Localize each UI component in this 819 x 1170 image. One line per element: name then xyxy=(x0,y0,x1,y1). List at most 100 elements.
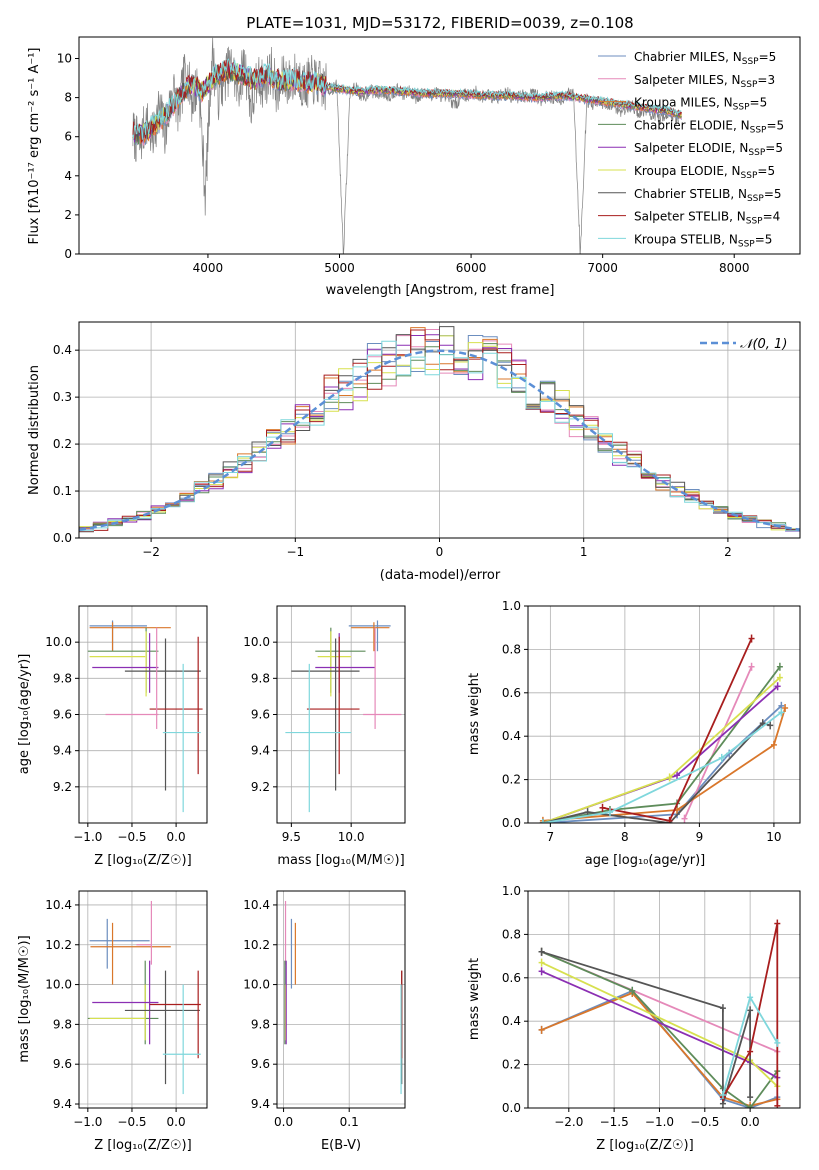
age-vs-z-xtick-label: −0.5 xyxy=(117,830,146,844)
massweight-vs-age-xtick-label: 10 xyxy=(766,830,781,844)
age-vs-z-ytick-label: 9.6 xyxy=(53,708,72,722)
massweight-vs-z-xtick-label: −1.5 xyxy=(600,1115,629,1129)
residuals-ytick-label: 0.4 xyxy=(53,343,72,357)
mass-vs-z-xlabel: Z [log₁₀(Z/Z☉)] xyxy=(94,1138,191,1153)
mass-vs-z-ylabel: mass [log₁₀(M/M☉)] xyxy=(17,935,32,1062)
residual-histogram-step xyxy=(79,326,800,533)
massweight-vs-age-ytick-label: 0.8 xyxy=(502,642,521,656)
massweight-vs-age-ytick-label: 0.4 xyxy=(502,729,521,743)
massweight-vs-z-ytick-label: 0.0 xyxy=(502,1101,521,1115)
massweight-vs-age-xlabel: age [log₁₀(age/yr)] xyxy=(585,853,706,868)
residuals-legend: 𝒩(0, 1) xyxy=(700,337,787,352)
massweight-vs-age-ytick-label: 0.2 xyxy=(502,773,521,787)
mass-weight-line xyxy=(542,666,781,823)
massweight-vs-z-xtick-label: −0.5 xyxy=(690,1115,719,1129)
massweight-vs-z-ytick-label: 0.4 xyxy=(502,1014,521,1028)
massweight-vs-z-ytick-label: 0.8 xyxy=(502,927,521,941)
mass-vs-ebv-ytick-label: 9.6 xyxy=(251,1057,270,1071)
age-vs-mass-xtick-label: 10.0 xyxy=(338,830,365,844)
age-vs-mass-ytick-label: 9.2 xyxy=(251,780,270,794)
residuals-ytick-label: 0.0 xyxy=(53,531,72,545)
spectrum-plot-area xyxy=(132,37,683,254)
mass-vs-z-ytick-label: 9.6 xyxy=(53,1057,72,1071)
mass-vs-ebv-panel: 0.0 0.1 9.4 9.6 9.8 10.0 10.2 10.4 E(B-V) xyxy=(243,890,406,1153)
massweight-vs-age-xtick-label: 9 xyxy=(696,830,704,844)
massweight-vs-age-ytick-label: 0.0 xyxy=(502,816,521,830)
age-vs-z-ytick-label: 9.4 xyxy=(53,744,72,758)
massweight-vs-z-xtick-label: 0.0 xyxy=(741,1115,760,1129)
age-vs-mass-ytick-label: 9.8 xyxy=(251,671,270,685)
residuals-xtick-label: 1 xyxy=(580,545,588,559)
age-vs-z-ylabel: age [log₁₀(age/yr)] xyxy=(17,654,32,775)
spectrum-xlabel: wavelength [Angstrom, rest frame] xyxy=(326,283,555,298)
gaussian-curve xyxy=(79,349,800,532)
spectrum-ytick-label: 0 xyxy=(64,247,72,261)
mass-vs-z-xtick-label: 0.0 xyxy=(167,1115,186,1129)
residuals-xtick-label: −2 xyxy=(142,545,160,559)
legend-entry-label: Salpeter STELIB, NSSP=4 xyxy=(634,210,780,227)
mass-vs-z-ytick-label: 9.4 xyxy=(53,1097,72,1111)
massweight-vs-z-ylabel: mass weight xyxy=(467,958,482,1040)
residuals-ylabel: Normed distribution xyxy=(27,365,42,495)
age-vs-mass-ytick-label: 9.6 xyxy=(251,708,270,722)
mass-vs-z-panel: −1.0 −0.5 0.0 9.4 9.6 9.8 10.0 10.2 10.4 Z [log₁… xyxy=(17,890,208,1153)
mass-weight-line xyxy=(683,666,753,820)
mass-vs-ebv-ytick-label: 9.4 xyxy=(251,1097,270,1111)
mass-vs-ebv-ytick-label: 10.4 xyxy=(243,898,270,912)
spectrum-ytick-label: 6 xyxy=(64,130,72,144)
massweight-vs-age-frame xyxy=(527,605,801,824)
massweight-vs-z-xlabel: Z [log₁₀(Z/Z☉)] xyxy=(596,1138,693,1153)
spectrum-xtick-label: 7000 xyxy=(587,261,618,275)
massweight-vs-z-ytick-label: 0.2 xyxy=(502,1058,521,1072)
mass-vs-ebv-ytick-label: 10.0 xyxy=(243,978,270,992)
mass-vs-ebv-xlabel: E(B-V) xyxy=(321,1138,361,1153)
mass-vs-z-ytick-label: 10.4 xyxy=(45,898,72,912)
gaussian-legend-label: 𝒩(0, 1) xyxy=(740,337,787,352)
age-vs-mass-ytick-label: 9.4 xyxy=(251,744,270,758)
residuals-ytick-label: 0.3 xyxy=(53,390,72,404)
massweight-vs-z-panel: −2.0 −1.5 −1.0 −0.5 0.0 0.0 0.2 0.4 0.6 0.8 1.0 Z … xyxy=(467,884,801,1153)
legend-entry-label: Chabrier ELODIE, NSSP=5 xyxy=(634,118,784,135)
residuals-xtick-label: 0 xyxy=(436,545,444,559)
age-vs-mass-ytick-label: 10.0 xyxy=(243,635,270,649)
massweight-vs-z-xtick-label: −2.0 xyxy=(554,1115,583,1129)
spectrum-legend: Chabrier MILES, NSSP=5 Salpeter MILES, NS… xyxy=(598,50,784,249)
residuals-xlabel: (data-model)/error xyxy=(380,568,501,583)
mass-vs-z-xtick-label: −0.5 xyxy=(117,1115,146,1129)
spectrum-frame xyxy=(78,36,801,255)
spectrum-title: PLATE=1031, MJD=53172, FIBERID=0039, z=0… xyxy=(246,14,633,32)
age-vs-mass-xtick-label: 9.5 xyxy=(282,830,301,844)
spectrum-ytick-label: 2 xyxy=(64,208,72,222)
massweight-vs-age-panel: 7 8 9 10 0.0 0.2 0.4 0.6 0.8 1.0 age [log₁₀(age/y… xyxy=(467,599,801,868)
spectrum-ytick-label: 4 xyxy=(64,169,72,183)
age-vs-mass-panel: 9.5 10.0 9.2 9.4 9.6 9.8 10.0 mass [log₁₀(M/M☉… xyxy=(243,605,406,868)
legend-entry-label: Kroupa STELIB, NSSP=5 xyxy=(634,232,772,249)
mass-vs-ebv-ytick-label: 9.8 xyxy=(251,1017,270,1031)
age-vs-z-ytick-label: 9.8 xyxy=(53,671,72,685)
spectrum-ylabel: Flux [fλ10⁻¹⁷ erg cm⁻² s⁻¹ A⁻¹] xyxy=(27,48,42,245)
mass-vs-ebv-xtick-label: 0.1 xyxy=(340,1115,359,1129)
massweight-vs-age-xtick-label: 8 xyxy=(621,830,629,844)
massweight-vs-z-ytick-label: 0.6 xyxy=(502,971,521,985)
model-spectrum-line xyxy=(132,58,682,140)
massweight-vs-z-xtick-label: −1.0 xyxy=(645,1115,674,1129)
massweight-vs-age-ytick-label: 0.6 xyxy=(502,686,521,700)
legend-entry-label: Kroupa MILES, NSSP=5 xyxy=(634,96,767,113)
mass-weight-line xyxy=(542,705,783,823)
age-vs-z-panel: −1.0 −0.5 0.0 9.2 9.4 9.6 9.8 10.0 Z [log₁₀(Z/Z… xyxy=(17,605,208,868)
mass-vs-ebv-ytick-label: 10.2 xyxy=(243,938,270,952)
residuals-panel: −2 −1 0 1 2 0.0 0.1 0.2 0.3 0.4 (data-model)/erro… xyxy=(27,321,801,583)
mass-vs-z-ytick-label: 10.0 xyxy=(45,978,72,992)
legend-entry-label: Chabrier STELIB, NSSP=5 xyxy=(634,187,782,204)
residuals-xtick-label: 2 xyxy=(724,545,732,559)
residual-histogram-step xyxy=(79,340,800,532)
residuals-ytick-label: 0.2 xyxy=(53,437,72,451)
age-vs-mass-xlabel: mass [log₁₀(M/M☉)] xyxy=(277,853,404,868)
residuals-xtick-label: −1 xyxy=(286,545,304,559)
massweight-vs-z-frame xyxy=(527,890,801,1109)
mass-vs-z-frame xyxy=(78,890,208,1109)
age-vs-z-ytick-label: 9.2 xyxy=(53,780,72,794)
legend-entry-label: Salpeter ELODIE, NSSP=5 xyxy=(634,141,783,158)
spectrum-xtick-label: 5000 xyxy=(324,261,355,275)
